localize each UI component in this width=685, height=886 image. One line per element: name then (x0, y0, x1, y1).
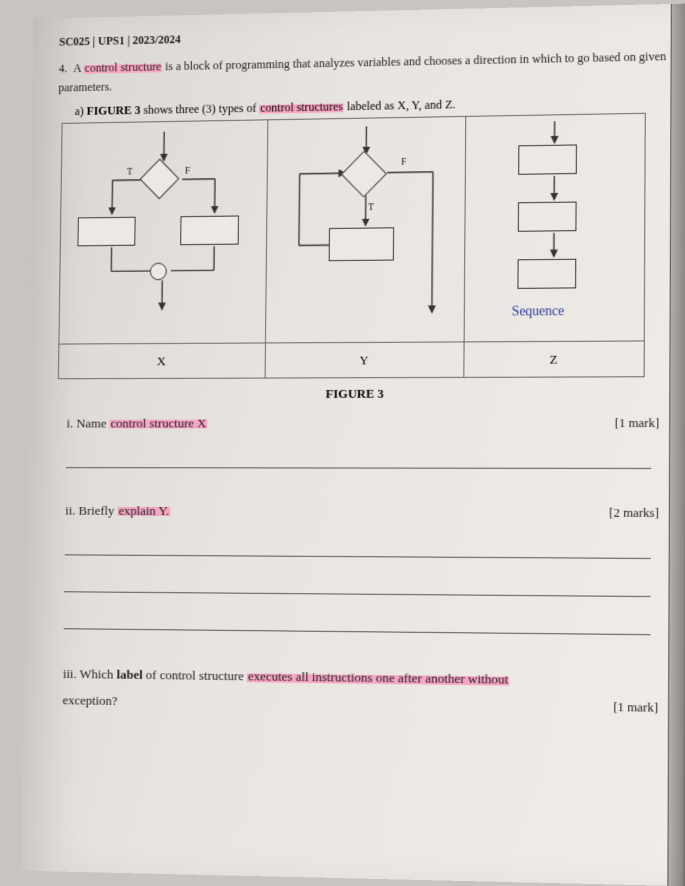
q4-lead: A (73, 61, 84, 75)
answer-line-ii-1[interactable] (65, 528, 651, 559)
qa-tail: labeled as X, Y, and Z. (344, 98, 456, 114)
process-y (328, 227, 393, 261)
f-label-x: F (185, 166, 190, 177)
qiii-c: exception? (62, 693, 117, 708)
t-label-y: T (368, 202, 374, 213)
process-left-x (77, 217, 135, 247)
question-i: i. Name control structure X [1 mark] (66, 415, 665, 431)
decision-diamond-y (341, 151, 387, 198)
question-ii: ii. Briefly explain Y. [2 marks] (65, 503, 665, 521)
qa-bold: FIGURE 3 (87, 103, 141, 117)
course-header: SC025 | UPS1 | 2023/2024 (59, 22, 667, 50)
hl-control-structure: control structure (84, 60, 163, 75)
question-iii: iii. Which label of control structure ex… (62, 660, 664, 722)
cell-y-diagram: F T (265, 116, 466, 343)
label-y: Y (265, 342, 465, 378)
qi-text: i. Name (66, 416, 109, 431)
qii-hl: explain Y. (117, 503, 170, 518)
qiii-b: of control structure (143, 667, 248, 683)
figure-caption: FIGURE 3 (54, 385, 665, 402)
question-4-stem: 4. A control structure is a block of pro… (58, 46, 666, 97)
qii-text: ii. Briefly (65, 503, 117, 518)
label-z: Z (464, 341, 644, 377)
cell-x-diagram: T F (59, 120, 268, 344)
page-binding (667, 3, 685, 886)
answer-line-i[interactable] (66, 441, 651, 469)
figure-table: T F (58, 113, 645, 379)
process-z3 (518, 259, 577, 289)
qa-mid: shows three (3) types of (141, 101, 260, 117)
marks-iii: [1 mark] (613, 694, 658, 721)
qiii-bold: label (116, 667, 142, 682)
connector-x (150, 263, 167, 281)
qiii-hl: executes all instructions one after anot… (247, 668, 509, 686)
marks-ii: [2 marks] (609, 505, 659, 521)
process-z1 (519, 144, 578, 174)
process-right-x (180, 216, 239, 246)
answer-line-ii-2[interactable] (64, 565, 651, 597)
decision-diamond-x (140, 158, 180, 199)
f-label-y: F (401, 157, 406, 168)
qa-hl: control structures (259, 100, 344, 115)
qi-hl: control structure X (110, 416, 208, 431)
qiii-a: iii. Which (63, 666, 117, 681)
handwritten-sequence: Sequence (512, 304, 565, 320)
label-x: X (58, 343, 265, 379)
cell-z-diagram: Sequence (464, 113, 644, 342)
process-z2 (518, 202, 577, 232)
marks-i: [1 mark] (615, 415, 660, 431)
qa-lead: a) (75, 104, 87, 118)
t-label-x: T (127, 167, 133, 178)
